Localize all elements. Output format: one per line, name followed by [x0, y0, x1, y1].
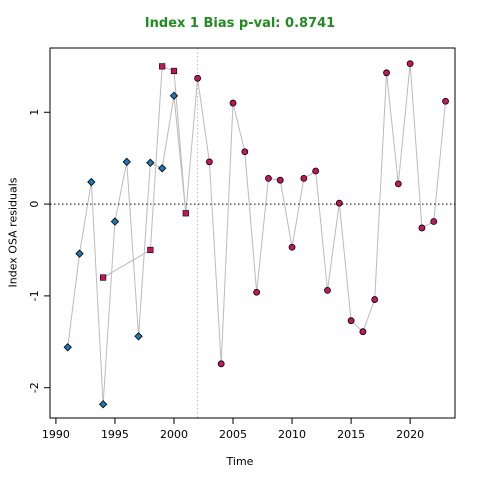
square-point	[147, 246, 154, 254]
square-point	[182, 210, 189, 217]
circle-point	[335, 199, 343, 207]
y-tick-label: -2	[28, 382, 41, 393]
circle-point	[253, 288, 261, 296]
circle-point	[194, 74, 201, 82]
x-tick-label: 2005	[219, 428, 247, 441]
diamond-point	[158, 164, 167, 173]
y-tick-label: 1	[28, 109, 41, 116]
circle-point	[265, 174, 272, 182]
y-tick-label: -1	[28, 290, 41, 301]
y-tick-label: 0	[28, 201, 41, 208]
circle-point	[394, 180, 402, 188]
circle-point	[241, 148, 249, 156]
diamond-point	[75, 249, 84, 258]
circle-point	[312, 167, 320, 175]
circle-point	[276, 176, 284, 184]
circle-point	[371, 296, 379, 303]
diamond-point	[87, 177, 96, 187]
diamond-point	[169, 91, 179, 100]
x-tick-label: 2020	[396, 428, 424, 441]
x-tick-label: 2010	[278, 428, 306, 441]
circle-point	[217, 360, 225, 368]
connecting-line	[67, 63, 447, 405]
x-tick-label: 1990	[42, 428, 70, 441]
diamond-point	[110, 217, 120, 226]
circle-point	[206, 158, 213, 166]
circle-point	[324, 286, 331, 294]
diamond-point	[98, 400, 108, 409]
circle-point	[359, 328, 367, 336]
plot-frame	[49, 47, 456, 419]
circle-point	[430, 218, 438, 225]
x-tick-label: 2000	[160, 428, 188, 441]
circle-point	[347, 317, 355, 325]
square-point	[100, 274, 107, 281]
circle-point	[229, 99, 237, 107]
axes: 1990 1995 2000 2005 2010 2015 2020 -2 -1 0 1	[28, 47, 456, 441]
connecting-segment	[173, 70, 187, 214]
circle-point	[300, 174, 308, 182]
diamond-point	[134, 332, 143, 341]
circle-point	[442, 97, 449, 105]
circle-point	[406, 60, 414, 68]
data-points	[63, 60, 449, 409]
chart-title: Index 1 Bias p-val: 0.8741	[144, 16, 336, 31]
diamond-point	[146, 158, 155, 167]
diamond-point	[63, 343, 72, 352]
x-axis-label: Time	[226, 455, 254, 468]
diamond-point	[122, 157, 131, 167]
circle-point	[418, 224, 426, 232]
circle-point	[383, 69, 390, 77]
square-point	[159, 63, 166, 70]
connecting-segment	[102, 249, 151, 278]
x-tick-label: 2015	[337, 428, 365, 441]
circle-point	[288, 243, 296, 251]
square-point	[170, 67, 178, 75]
connecting-lines	[67, 63, 447, 405]
connecting-segment	[149, 66, 163, 251]
reference-lines	[50, 48, 455, 418]
x-tick-label: 1995	[101, 428, 129, 441]
